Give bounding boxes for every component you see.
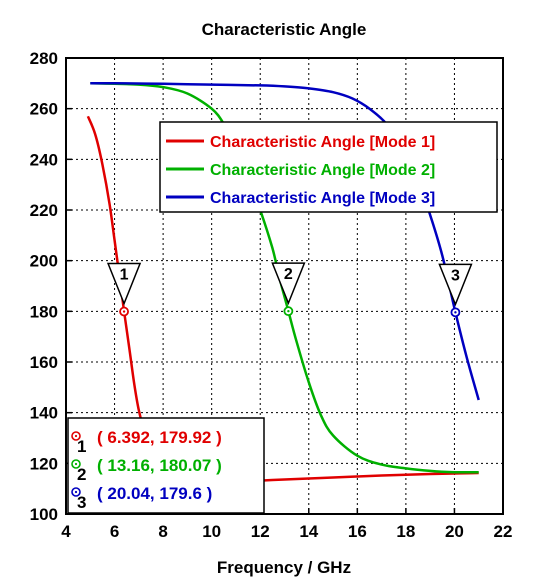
x-tick-label: 20 <box>445 522 464 541</box>
marker-triangle <box>271 262 306 306</box>
x-tick-label: 6 <box>110 522 119 541</box>
x-tick-label: 22 <box>494 522 513 541</box>
x-axis-label: Frequency / GHz <box>217 558 351 577</box>
readout-marker-icon-dot <box>74 462 78 466</box>
readout-frame <box>67 417 265 514</box>
marker-index-label: 3 <box>451 267 460 284</box>
legend: Characteristic Angle [Mode 1] Characteris… <box>159 121 498 213</box>
series-line-mode-3 <box>90 82 480 401</box>
readout-index: 1 <box>77 437 86 456</box>
x-tick-label: 8 <box>158 522 167 541</box>
y-tick-label: 260 <box>30 100 58 119</box>
readout-value: ( 6.392, 179.92 ) <box>97 428 222 447</box>
marker-point-dot <box>122 310 126 313</box>
marker-point-dot <box>454 311 457 314</box>
x-tick-label: 16 <box>348 522 367 541</box>
legend-frame <box>159 121 498 213</box>
y-tick-label: 140 <box>30 404 58 423</box>
readout-marker-icon-dot <box>74 490 78 494</box>
x-tick-label: 18 <box>396 522 415 541</box>
readout-index: 2 <box>77 465 86 484</box>
marker-index-label: 2 <box>284 266 293 283</box>
y-tick-label: 100 <box>30 505 58 524</box>
readout-value: ( 13.16, 180.07 ) <box>97 456 222 475</box>
y-tick-label: 240 <box>30 150 58 169</box>
plot-frame <box>65 57 504 515</box>
x-tick-label: 10 <box>202 522 221 541</box>
marker-readout-box: 1 ( 6.392, 179.92 ) 2 ( 13.16, 180.07 ) 3 ( 2… <box>67 417 265 514</box>
marker-point-dot <box>287 309 290 313</box>
y-tick-label: 280 <box>30 49 58 68</box>
legend-entry: Characteristic Angle [Mode 3] <box>210 190 435 207</box>
marker-triangle <box>438 263 473 307</box>
readout-marker-icon-dot <box>74 434 78 438</box>
y-tick-label: 220 <box>30 201 58 220</box>
y-tick-label: 200 <box>30 252 58 271</box>
marker-group: 1 2 3 <box>106 262 473 318</box>
chart-title: Characteristic Angle <box>202 20 367 39</box>
readout-value: ( 20.04, 179.6 ) <box>97 484 212 503</box>
legend-entry: Characteristic Angle [Mode 2] <box>210 162 435 179</box>
x-tick-label: 14 <box>299 522 318 541</box>
readout-index: 3 <box>77 493 86 512</box>
y-tick-label: 120 <box>30 454 58 473</box>
x-tick-label: 12 <box>251 522 270 541</box>
x-tick-label: 4 <box>61 522 71 541</box>
y-tick-label: 180 <box>30 302 58 321</box>
marker-index-label: 1 <box>120 267 129 284</box>
tick-labels: 4 6 8 10 12 14 16 18 20 2210012014016018020022024… <box>30 49 513 541</box>
y-tick-label: 160 <box>30 353 58 372</box>
marker-triangle <box>106 262 142 306</box>
legend-entry: Characteristic Angle [Mode 1] <box>210 134 435 151</box>
